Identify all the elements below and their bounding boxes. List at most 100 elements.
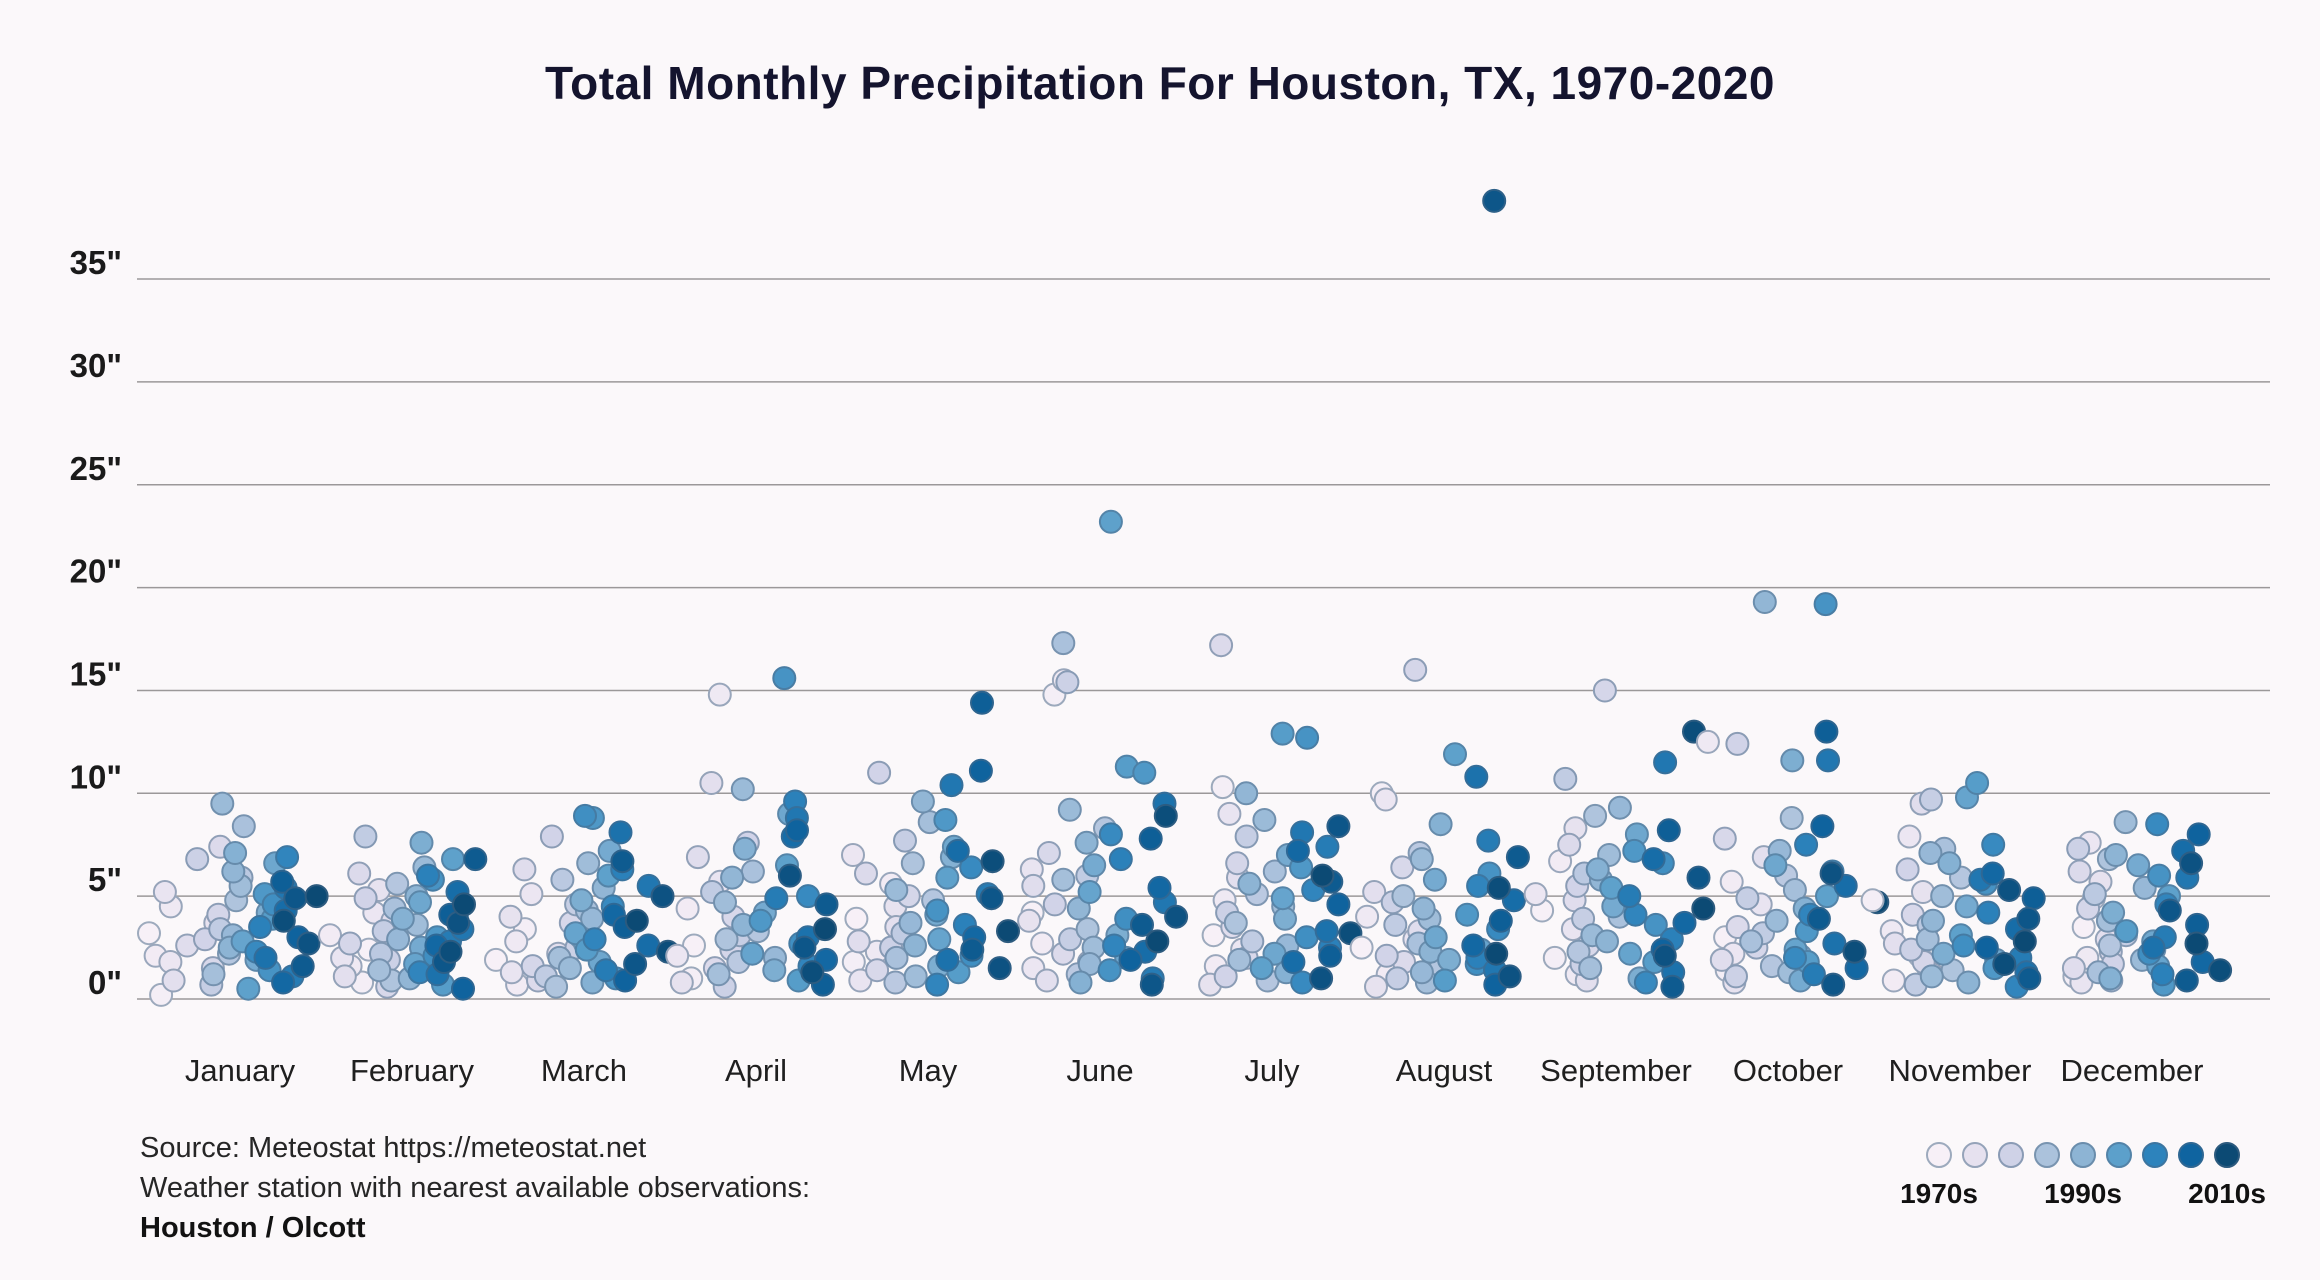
data-point <box>1240 929 1265 954</box>
data-point <box>1618 941 1643 966</box>
data-point <box>550 867 575 892</box>
data-point <box>1294 925 1319 950</box>
data-point <box>1403 657 1428 682</box>
data-point <box>1656 818 1681 843</box>
data-point <box>1488 908 1513 933</box>
data-point <box>367 958 392 983</box>
data-point <box>1476 828 1501 853</box>
data-point <box>785 818 809 843</box>
data-point <box>1295 725 1320 750</box>
data-point <box>1042 892 1067 917</box>
data-point <box>1595 929 1619 954</box>
data-point <box>2082 882 2107 907</box>
data-point <box>438 939 463 964</box>
data-point <box>2016 906 2041 931</box>
data-point <box>2179 851 2204 876</box>
data-point <box>1428 812 1453 837</box>
x-axis-month-label: April <box>725 1053 787 1088</box>
data-point <box>504 929 529 954</box>
data-point <box>1981 832 2006 857</box>
y-axis-tick-label: 0" <box>88 964 122 1001</box>
data-point <box>275 845 300 870</box>
data-point <box>2067 859 2092 884</box>
data-point <box>1557 832 1582 857</box>
data-point <box>1607 795 1632 820</box>
data-point <box>1443 742 1467 767</box>
data-point <box>841 843 865 867</box>
data-point <box>1814 719 1839 744</box>
data-point <box>1153 803 1178 828</box>
data-point <box>707 682 732 707</box>
data-point <box>650 884 675 909</box>
data-point <box>1816 748 1840 773</box>
data-point <box>720 865 745 890</box>
data-point <box>1373 787 1398 812</box>
data-point <box>385 871 410 896</box>
data-point <box>883 970 908 995</box>
data-point <box>1719 869 1744 894</box>
data-point <box>499 960 524 985</box>
data-point <box>1315 834 1340 859</box>
y-axis-tick-label: 30" <box>70 347 122 384</box>
data-point <box>1822 931 1847 956</box>
data-point <box>1164 904 1189 929</box>
data-point <box>1383 912 1408 937</box>
data-point <box>2145 812 2170 837</box>
data-point <box>2066 836 2091 861</box>
data-point <box>498 904 523 929</box>
y-axis-tick-label: 10" <box>70 758 122 795</box>
data-point <box>1801 962 1826 987</box>
data-point <box>1227 947 1252 972</box>
data-point <box>1992 952 2017 976</box>
data-point <box>1653 750 1678 775</box>
data-point <box>2150 962 2175 987</box>
data-point <box>1051 631 1076 656</box>
data-point <box>1051 867 1076 892</box>
data-point <box>1695 729 1720 754</box>
data-point <box>980 849 1005 874</box>
data-point <box>732 836 757 861</box>
data-point <box>1326 892 1351 917</box>
legend-swatch-row <box>1926 1142 2240 1168</box>
data-point <box>706 962 731 987</box>
data-point <box>2126 853 2151 878</box>
data-point <box>1461 933 1486 958</box>
legend-label-row: 1970s 1990s 2010s <box>1900 1178 2266 1218</box>
data-point <box>1138 826 1163 851</box>
data-point <box>800 960 825 985</box>
data-point <box>1585 857 1610 882</box>
data-point <box>539 824 564 849</box>
data-point <box>1210 775 1235 800</box>
legend-swatch <box>1962 1142 1988 1168</box>
data-point <box>762 958 787 983</box>
data-point <box>1739 929 1764 954</box>
data-point <box>1815 884 1839 909</box>
data-point <box>1252 808 1277 832</box>
data-point <box>608 820 633 845</box>
legend-swatch <box>2142 1142 2168 1168</box>
data-point <box>1423 925 1448 950</box>
data-point <box>900 851 925 876</box>
data-point <box>1057 797 1082 822</box>
data-point <box>248 915 273 939</box>
x-axis-month-label: March <box>541 1053 627 1088</box>
data-point <box>271 908 296 933</box>
data-point <box>813 917 837 942</box>
data-point <box>185 847 210 872</box>
chart-title: Total Monthly Precipitation For Houston,… <box>545 57 1775 109</box>
source-line-1: Source: Meteostat https://meteostat.net <box>140 1132 647 1164</box>
legend-swatch <box>1998 1142 2024 1168</box>
data-point <box>1213 964 1238 989</box>
data-point <box>1919 787 1943 812</box>
data-point <box>933 808 958 832</box>
data-point <box>1270 721 1295 746</box>
data-point <box>544 974 569 999</box>
data-point <box>231 814 256 839</box>
station-name: Houston / Olcott <box>140 1212 366 1244</box>
data-point <box>1466 873 1491 898</box>
data-point <box>1030 931 1055 956</box>
data-point <box>1098 509 1123 534</box>
data-point <box>1965 771 1990 795</box>
x-axis-month-label: February <box>350 1053 475 1088</box>
data-point <box>441 847 465 872</box>
